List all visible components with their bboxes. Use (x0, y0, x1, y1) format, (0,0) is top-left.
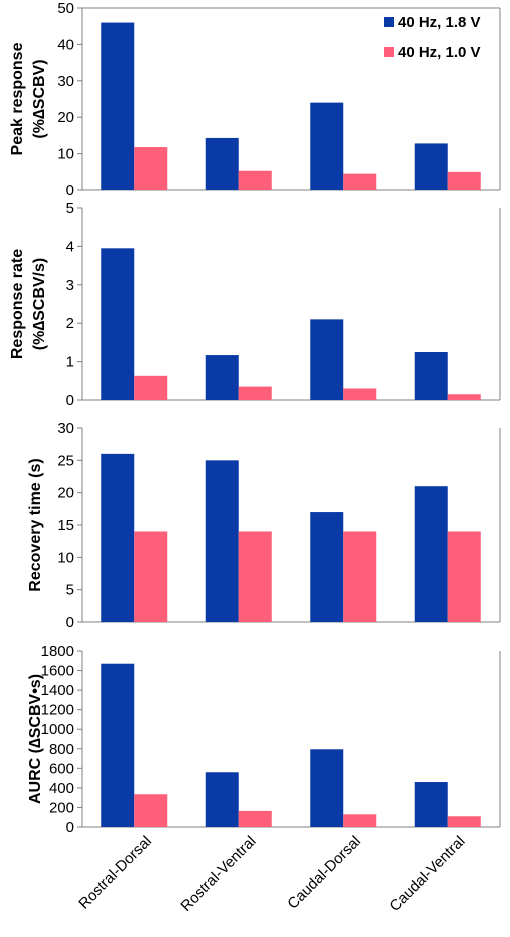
bar-series-a (414, 143, 448, 190)
y-tick-label: 1 (66, 354, 74, 371)
y-axis-label-line: AURC (∆SCBV•s) (27, 674, 44, 804)
y-tick-label: 2 (66, 315, 74, 332)
bar-series-b (238, 170, 272, 190)
legend-label: 40 Hz, 1.0 V (398, 44, 481, 61)
bar-series-a (414, 782, 448, 827)
bar-series-a (310, 102, 344, 190)
bar-series-b (134, 794, 168, 827)
y-axis-label-line: Recovery time (s) (27, 458, 44, 591)
y-tick-label: 0 (66, 392, 74, 409)
bar-series-a (205, 137, 239, 190)
bar-series-a (205, 355, 239, 400)
y-tick-label: 30 (57, 73, 74, 90)
y-tick-label: 10 (57, 549, 74, 566)
bar-series-b (343, 173, 377, 190)
y-tick-label: 20 (57, 109, 74, 126)
bar-series-b (134, 531, 168, 622)
bar-series-b (343, 814, 377, 827)
y-tick-label: 5 (66, 582, 74, 599)
y-tick-label: 0 (66, 182, 74, 199)
y-tick-label: 1400 (41, 682, 74, 699)
y-tick-label: 3 (66, 277, 74, 294)
legend-swatch (384, 17, 394, 27)
bar-series-b (238, 386, 272, 400)
bar-series-b (447, 171, 481, 190)
chart-panel-2: 0 1 2 3 4 5 Response rate (%∆SCBV/s) (9, 200, 501, 409)
y-axis-label-line: (%∆SCBV/s) (31, 258, 48, 350)
legend: 40 Hz, 1.8 V 40 Hz, 1.0 V (384, 14, 481, 61)
y-tick-label: 400 (49, 780, 74, 797)
y-tick-label: 1800 (41, 643, 74, 660)
category-axis-labels: Rostral-Dorsal Rostral-Ventral Caudal-Dors… (75, 833, 468, 915)
bar-series-b (447, 531, 481, 622)
bar-series-b (134, 375, 168, 400)
y-tick-label: 20 (57, 485, 74, 502)
y-tick-label: 30 (57, 420, 74, 437)
y-tick-label: 200 (49, 799, 74, 816)
y-tick-label: 4 (66, 238, 74, 255)
y-tick-label: 25 (57, 452, 74, 469)
y-axis-label-line: Response rate (9, 249, 26, 359)
bar-series-b (447, 394, 481, 400)
y-tick-label: 1000 (41, 721, 74, 738)
y-tick-label: 1600 (41, 663, 74, 680)
y-tick-label: 800 (49, 741, 74, 758)
bar-series-a (310, 749, 344, 827)
y-tick-label: 5 (66, 200, 74, 217)
x-category-label: Caudal-Ventral (386, 833, 468, 915)
bar-series-b (134, 147, 168, 190)
bar-series-b (238, 531, 272, 622)
bar-series-a (414, 352, 448, 400)
x-category-label: Rostral-Dorsal (75, 833, 155, 913)
y-tick-label: 1200 (41, 702, 74, 719)
bar-series-b (238, 810, 272, 827)
bar-series-b (343, 531, 377, 622)
bar-series-a (414, 486, 448, 622)
bar-series-a (101, 663, 135, 827)
x-category-label: Caudal-Dorsal (284, 833, 364, 913)
bar-series-b (343, 388, 377, 400)
bar-series-a (310, 319, 344, 400)
y-axis-label: Peak response (%∆SCBV) (9, 42, 48, 155)
y-tick-label: 50 (57, 0, 74, 17)
y-tick-label: 600 (49, 760, 74, 777)
y-tick-label: 10 (57, 146, 74, 163)
bar-series-a (101, 248, 135, 400)
y-tick-label: 40 (57, 36, 74, 53)
y-axis-label-line: Peak response (9, 42, 26, 155)
y-tick-label: 15 (57, 517, 74, 534)
x-category-label: Rostral-Ventral (177, 833, 259, 915)
chart-panel-3: 0 5 10 15 20 25 30 Recovery time (s) (27, 420, 501, 631)
y-axis-label: AURC (∆SCBV•s) (27, 674, 44, 804)
y-tick-label: 0 (66, 614, 74, 631)
legend-swatch (384, 47, 394, 57)
bar-series-a (310, 512, 344, 622)
chart-panel-1: 0 10 20 30 40 50 Peak response (%∆SCBV) (9, 0, 501, 199)
bar-series-a (205, 460, 239, 622)
y-axis-label: Response rate (%∆SCBV/s) (9, 249, 48, 359)
bar-series-a (205, 772, 239, 827)
bar-series-a (101, 453, 135, 622)
y-axis-label-line: (%∆SCBV) (31, 59, 48, 138)
bar-series-a (101, 22, 135, 191)
chart-panel-4: 0 200 400 600 800 1000 1200 1400 1600 1800 AURC (∆… (27, 643, 501, 836)
bar-series-b (447, 816, 481, 827)
y-axis-label: Recovery time (s) (27, 458, 44, 591)
y-tick-label: 0 (66, 819, 74, 836)
legend-label: 40 Hz, 1.8 V (398, 14, 481, 31)
